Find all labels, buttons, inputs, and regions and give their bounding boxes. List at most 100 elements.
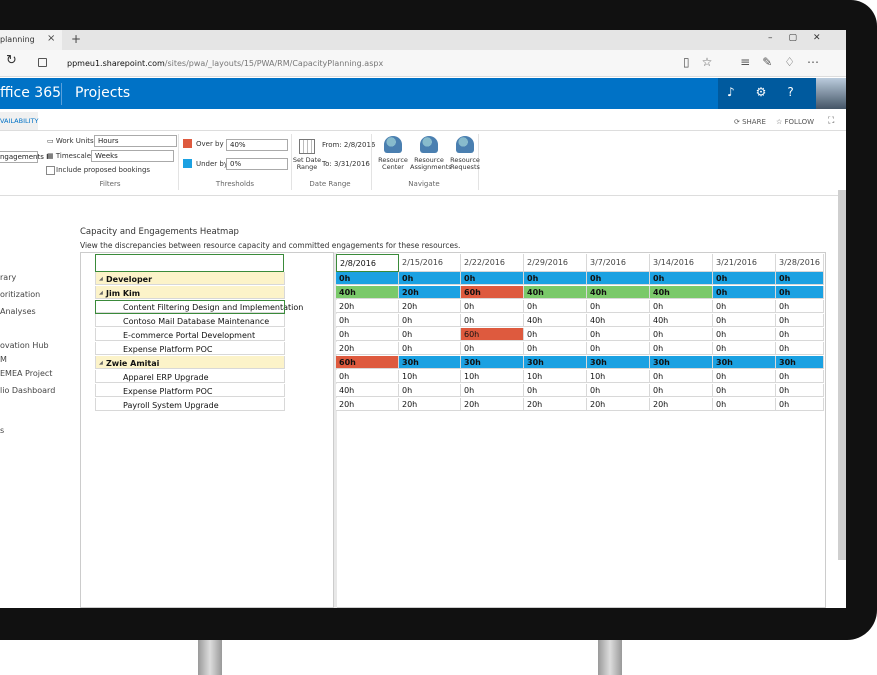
heat-cell[interactable]: 0h (587, 300, 650, 313)
avatar[interactable] (816, 78, 846, 109)
column-header[interactable]: 3/14/2016 (650, 254, 713, 272)
expander[interactable]: ◢ (99, 360, 103, 366)
tree-label[interactable]: Content Filtering Design and Implementat… (123, 303, 304, 312)
column-header[interactable]: 2/15/2016 (399, 254, 461, 272)
heat-cell[interactable]: 30h (776, 356, 824, 369)
heat-cell[interactable]: 40h (650, 314, 713, 327)
over-input[interactable]: 40% (226, 139, 288, 151)
heat-cell[interactable]: 60h (461, 286, 524, 299)
heat-cell[interactable]: 40h (650, 286, 713, 299)
nav-link[interactable]: EMEA Project (0, 369, 53, 378)
heat-cell[interactable]: 0h (587, 384, 650, 397)
nav-icon[interactable] (456, 136, 474, 153)
heat-cell[interactable]: 30h (650, 356, 713, 369)
nav-icon[interactable] (384, 136, 402, 153)
heat-cell[interactable]: 30h (524, 356, 587, 369)
heat-cell[interactable]: 20h (336, 300, 399, 313)
heat-cell[interactable]: 40h (336, 384, 399, 397)
heat-cell[interactable]: 0h (461, 300, 524, 313)
heat-cell[interactable]: 10h (524, 370, 587, 383)
nav-button[interactable]: Resource Center (378, 156, 408, 171)
tree-label[interactable]: Developer (106, 275, 153, 284)
heat-cell[interactable]: 0h (461, 314, 524, 327)
tree-label[interactable]: Jim Kim (106, 289, 141, 298)
ribbon-tab[interactable]: VAILABILITY (0, 117, 39, 125)
heat-cell[interactable]: 0h (713, 370, 776, 383)
heat-cell[interactable]: 20h (399, 286, 461, 299)
heat-cell[interactable]: 0h (650, 384, 713, 397)
checkbox[interactable] (46, 166, 55, 175)
follow-button[interactable]: ☆ FOLLOW (776, 118, 815, 126)
heat-cell[interactable]: 0h (776, 328, 824, 341)
column-header[interactable]: 3/7/2016 (587, 254, 650, 272)
heat-cell[interactable]: 0h (650, 300, 713, 313)
tree-label[interactable]: Apparel ERP Upgrade (123, 373, 209, 382)
nav-button[interactable]: Resource Assignments (410, 156, 452, 171)
nav-link[interactable]: rary (0, 273, 17, 282)
heat-cell[interactable]: 0h (399, 384, 461, 397)
heat-cell[interactable]: 30h (461, 356, 524, 369)
tree-label[interactable]: E-commerce Portal Development (123, 331, 256, 340)
heat-cell[interactable]: 0h (713, 300, 776, 313)
nav-link[interactable]: lio Dashboard (0, 386, 56, 395)
heat-cell[interactable]: 0h (776, 398, 824, 411)
heat-cell[interactable]: 20h (461, 398, 524, 411)
window-controls[interactable]: –▢✕ (768, 33, 837, 43)
heat-cell[interactable]: 60h (336, 356, 399, 369)
heat-cell[interactable]: 0h (776, 370, 824, 383)
app-name[interactable]: Projects (75, 85, 131, 101)
tree-label[interactable]: Zwie Amitai (106, 359, 160, 368)
heat-cell[interactable]: 0h (650, 272, 713, 285)
work-units-select[interactable]: Hours (94, 135, 177, 147)
view-select[interactable]: ngagements I (0, 151, 48, 163)
new-tab[interactable]: + (71, 32, 82, 46)
refresh-button[interactable]: ↻ (6, 53, 17, 68)
heat-cell[interactable]: 20h (587, 398, 650, 411)
calendar-icon[interactable] (299, 139, 315, 154)
brand[interactable]: ffice 365 (0, 85, 62, 101)
heat-cell[interactable]: 0h (524, 384, 587, 397)
heat-cell[interactable]: 0h (461, 272, 524, 285)
url[interactable]: ppmeu1.sharepoint.com/sites/pwa/_layouts… (67, 59, 383, 68)
heat-cell[interactable]: 0h (336, 272, 399, 285)
heat-cell[interactable]: 0h (336, 314, 399, 327)
heat-cell[interactable]: 0h (524, 342, 587, 355)
set-date-range[interactable]: Set Date Range (292, 156, 322, 171)
tree-label[interactable]: Expense Platform POC (123, 345, 213, 354)
heat-cell[interactable]: 0h (776, 384, 824, 397)
heat-cell[interactable]: 10h (399, 370, 461, 383)
nav-link[interactable]: ovation Hub (0, 341, 49, 350)
heat-cell[interactable]: 0h (461, 384, 524, 397)
browser-tools[interactable]: ▯☆ ≡✎♢⋯ (683, 55, 832, 69)
expander[interactable]: ◢ (99, 276, 103, 282)
heat-cell[interactable]: 0h (336, 328, 399, 341)
column-header[interactable]: 2/29/2016 (524, 254, 587, 272)
heat-cell[interactable]: 30h (713, 356, 776, 369)
focus-button[interactable]: ⛶ (828, 116, 835, 126)
column-header[interactable]: 2/8/2016 (336, 254, 399, 272)
heat-cell[interactable]: 20h (650, 398, 713, 411)
heat-cell[interactable]: 0h (336, 370, 399, 383)
heat-cell[interactable]: 0h (713, 286, 776, 299)
heat-cell[interactable]: 0h (461, 342, 524, 355)
column-header[interactable]: 3/21/2016 (713, 254, 776, 272)
nav-link[interactable]: s (0, 426, 5, 435)
tab[interactable] (0, 30, 62, 50)
scrollbar[interactable] (838, 190, 846, 560)
suite-buttons[interactable]: ♪⚙? (727, 85, 815, 99)
heat-cell[interactable]: 0h (524, 300, 587, 313)
heat-cell[interactable]: 0h (587, 272, 650, 285)
nav-link[interactable]: Analyses (0, 307, 36, 316)
heat-cell[interactable]: 10h (587, 370, 650, 383)
heat-cell[interactable]: 20h (524, 398, 587, 411)
heat-cell[interactable]: 0h (650, 328, 713, 341)
heat-cell[interactable]: 20h (336, 342, 399, 355)
heat-cell[interactable]: 20h (336, 398, 399, 411)
heat-cell[interactable]: 0h (524, 272, 587, 285)
tree-label[interactable]: Expense Platform POC (123, 387, 213, 396)
heat-cell[interactable]: 0h (650, 342, 713, 355)
heat-cell[interactable]: 40h (587, 286, 650, 299)
heat-cell[interactable]: 40h (587, 314, 650, 327)
under-input[interactable]: 0% (226, 158, 288, 170)
heat-cell[interactable]: 40h (336, 286, 399, 299)
